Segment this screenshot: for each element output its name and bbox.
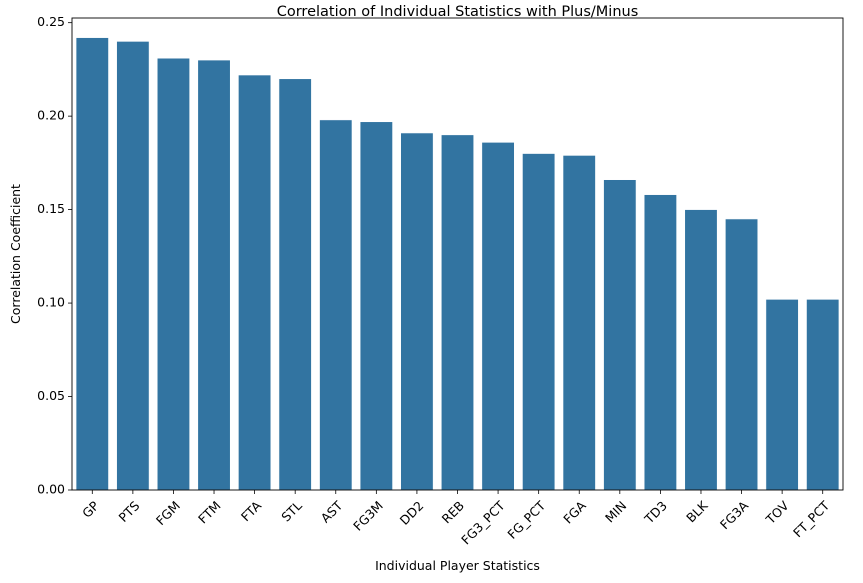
y-tick-label: 0.25 [37,14,65,29]
bar-ftm [197,59,231,491]
x-tick-label: AST [318,498,346,526]
y-axis-label: Correlation Coefficient [8,184,23,324]
bar-stl [278,78,312,491]
bar-fta [238,74,272,491]
y-axis: 0.00 0.05 0.10 0.15 0.20 0.25 [37,14,72,497]
x-axis-label: Individual Player Statistics [375,558,540,573]
x-tick-label: FG_PCT [504,498,548,542]
bar-fgm [156,57,190,491]
bar-min [603,179,637,491]
bar-reb [440,134,475,491]
x-tick-label: STL [278,498,305,525]
bar-fg3a [725,218,759,491]
x-tick-label: PTS [116,498,143,525]
x-tick-label: BLK [683,497,711,525]
bar-gp [75,37,109,491]
y-tick-label: 0.00 [37,482,65,497]
x-tick-label: FGA [560,498,589,527]
x-tick-label: GP [79,498,102,521]
bar-blk [684,209,718,491]
chart-title: Correlation of Individual Statistics wit… [277,4,639,20]
x-tick-label: FG3M [350,498,386,534]
bar-pts [116,41,150,491]
bar-fg3-pct [481,142,515,491]
x-tick-label: TOV [762,498,792,528]
bar-td3 [643,194,677,491]
y-tick-label: 0.05 [37,388,65,403]
bar-fg-pct [522,153,556,491]
x-axis: GP PTS FGM FTM FTA STL AST FG3M DD2 REBFG3_PCTFG_… [79,490,833,548]
x-tick-label: MIN [602,498,629,525]
x-tick-label: DD2 [397,498,427,528]
bar-tov [765,299,799,491]
x-tick-label: REB [439,498,467,526]
x-tick-label: FG3A [717,498,752,533]
x-tick-label: FT_PCT [790,498,833,541]
bar-ft-pct [806,299,840,491]
bars-layer [75,37,840,491]
y-tick-label: 0.20 [37,108,65,123]
x-tick-label: TD3 [641,498,670,527]
x-tick-label: FGM [153,498,183,528]
y-tick-label: 0.10 [37,295,65,310]
bar-dd2 [400,132,434,491]
y-tick-label: 0.15 [37,201,65,216]
bar-fga [562,155,596,491]
bar-ast [319,119,353,491]
x-tick-label: FG3_PCT [458,498,508,548]
x-tick-label: FTM [195,498,224,527]
x-tick-label: FTA [238,498,265,525]
bar-fg3m [359,121,393,491]
